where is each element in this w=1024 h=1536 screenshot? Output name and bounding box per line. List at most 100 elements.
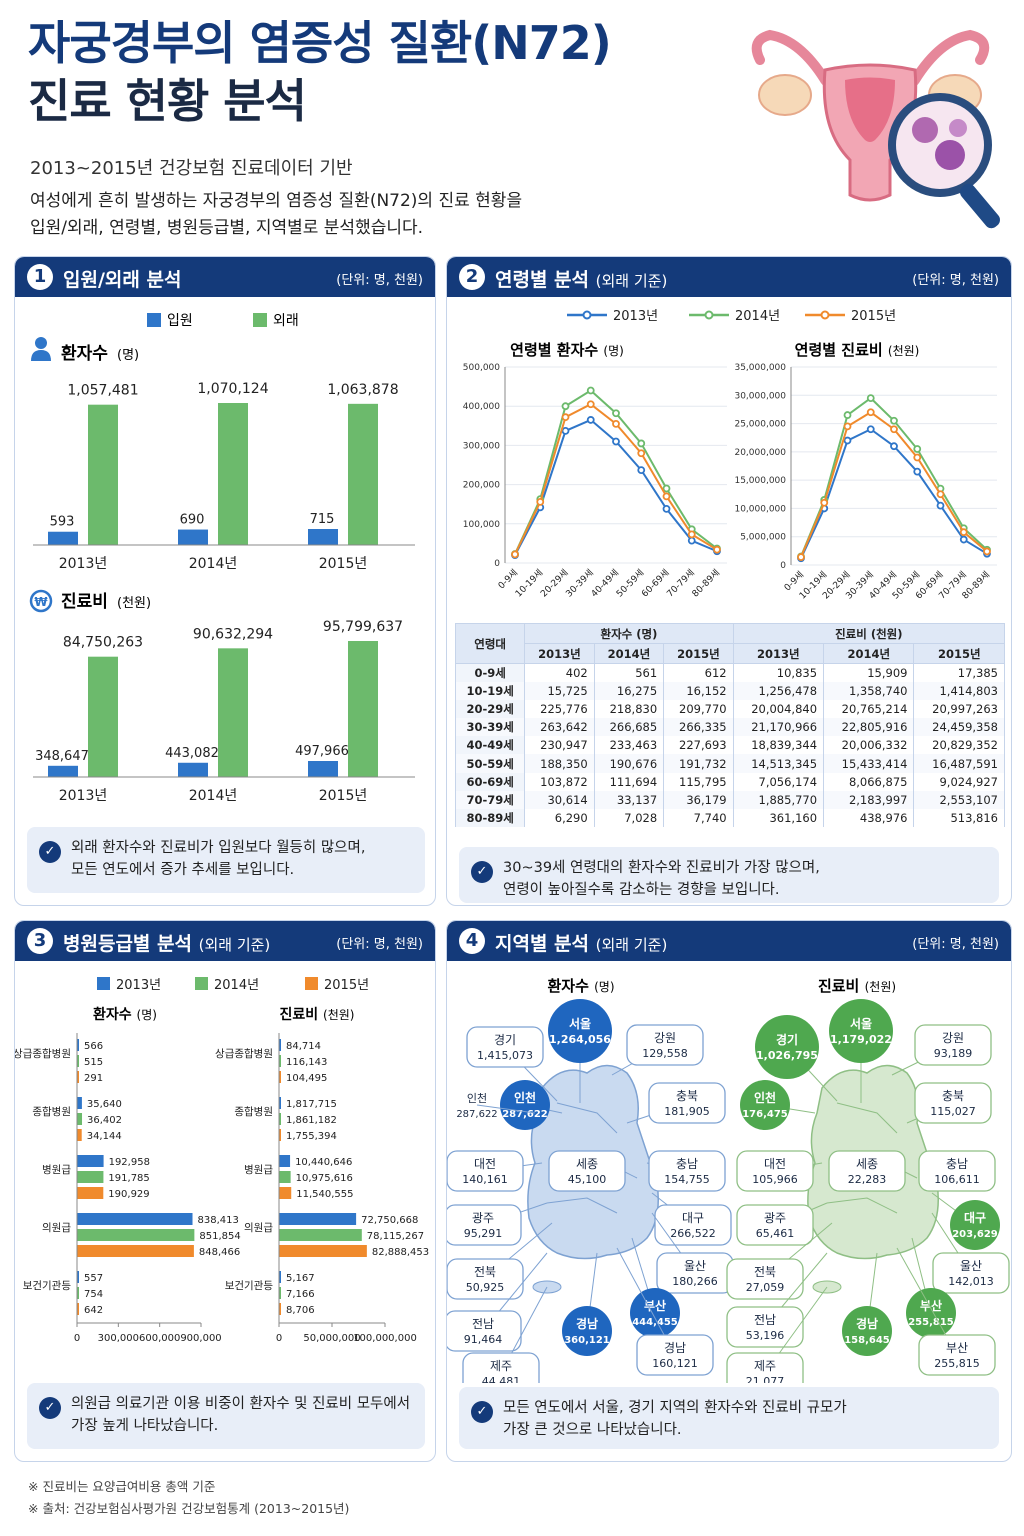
region-value: 181,905 bbox=[664, 1105, 710, 1118]
header: 자궁경부의 염증성 질환(N72) 진료 현황 분석 2013~2015년 건강… bbox=[0, 0, 1024, 250]
region-value: 1,415,073 bbox=[477, 1049, 533, 1062]
data-point bbox=[687, 536, 696, 545]
table-cell: 15,909 bbox=[823, 663, 915, 682]
panel-title-text: 병원등급별 분석 bbox=[63, 933, 192, 955]
patients-label: 환자수 bbox=[61, 344, 108, 364]
region-value: 255,815 bbox=[908, 1317, 954, 1328]
data-label: 190,929 bbox=[108, 1189, 149, 1200]
age-legend: 2013년 2014년 2015년 bbox=[567, 309, 896, 324]
table-header-patients: 환자수 (명) bbox=[524, 623, 734, 644]
region-box bbox=[726, 1258, 804, 1300]
data-point bbox=[983, 547, 991, 556]
region-box bbox=[447, 1310, 522, 1352]
data-label-inpatient: 497,966 bbox=[295, 744, 349, 759]
panel-hospital-grade: 3 병원등급별 분석 (외래 기준) (단위: 명, 천원) 2013년 2014… bbox=[14, 920, 436, 1462]
bar-inpatient bbox=[48, 531, 78, 545]
region-maps: 환자수 (명) 진료비 (천원) 서울 1,264,056 경기 1,415,073 인… bbox=[447, 977, 1010, 1383]
bar-inpatient bbox=[308, 529, 338, 545]
x-tick-label: 2013년 bbox=[59, 788, 108, 804]
data-label-outpatient: 90,632,294 bbox=[193, 626, 273, 642]
region-name: 경남 bbox=[856, 1316, 878, 1331]
table-cell: 1,256,478 bbox=[732, 681, 825, 700]
panel-unit: (단위: 명, 천원) bbox=[912, 937, 999, 952]
region-name: 충북 bbox=[676, 1089, 698, 1103]
data-label-outpatient: 95,799,637 bbox=[323, 619, 403, 635]
won-coin-icon: ₩ bbox=[29, 589, 53, 613]
bar bbox=[77, 1129, 82, 1141]
region-bubble bbox=[755, 1015, 819, 1079]
region-value: 160,121 bbox=[652, 1357, 698, 1370]
table-cell: 190,676 bbox=[593, 754, 665, 773]
table-cell: 10-19세 bbox=[454, 681, 526, 700]
data-label: 82,888,453 bbox=[372, 1247, 429, 1258]
category-label: 상급종합병원 bbox=[15, 1048, 71, 1060]
table-row: 80-89세 6,290 7,028 7,740 361,160 438,976 513,8… bbox=[454, 809, 1005, 828]
data-label: 642 bbox=[84, 1305, 103, 1316]
data-point bbox=[561, 413, 570, 422]
table-cell: 225,776 bbox=[524, 699, 595, 719]
data-point bbox=[959, 535, 968, 544]
note-line-2: 연령이 높아질수록 감소하는 경향을 보입니다. bbox=[503, 882, 780, 898]
x-tick-label: 2013년 bbox=[59, 556, 108, 572]
panel-title: 병원등급별 분석 (외래 기준) bbox=[63, 929, 270, 956]
data-point bbox=[866, 408, 875, 417]
region-name: 전북 bbox=[754, 1265, 776, 1279]
bar bbox=[77, 1187, 104, 1199]
table-cell: 7,740 bbox=[663, 809, 734, 828]
region-name: 세종 bbox=[856, 1157, 878, 1171]
grade-patients-title: 환자수 (명) bbox=[93, 1006, 157, 1023]
panel-header: 1 입원/외래 분석 (단위: 명, 천원) bbox=[15, 257, 435, 297]
note-line-1: 외래 환자수와 진료비가 입원보다 월등히 많으며, bbox=[71, 840, 366, 856]
table-cell: 402 bbox=[524, 663, 595, 682]
table-cell: 2,183,997 bbox=[823, 790, 915, 809]
panel-4-note: ✓ 모든 연도에서 서울, 경기 지역의 환자수와 진료비 규모가 가장 큰 것… bbox=[459, 1387, 999, 1449]
category-label: 상급종합병원 bbox=[215, 1048, 273, 1060]
data-label: 116,143 bbox=[286, 1057, 327, 1068]
data-label: 1,861,182 bbox=[286, 1115, 337, 1126]
data-point bbox=[586, 386, 595, 395]
table-cell: 70-79세 bbox=[454, 790, 526, 809]
x-tick-label: 2014년 bbox=[189, 788, 238, 804]
category-label: 의원급 bbox=[244, 1222, 273, 1234]
data-point bbox=[637, 466, 646, 474]
table-cell: 1,414,803 bbox=[913, 681, 1005, 700]
data-label: 10,975,616 bbox=[296, 1173, 353, 1184]
data-label-inpatient: 593 bbox=[50, 515, 75, 530]
legend-marker bbox=[704, 310, 714, 320]
region-box bbox=[447, 1150, 524, 1192]
table-cell: 15,725 bbox=[524, 681, 595, 700]
y-tick-label: 25,000,000 bbox=[734, 420, 786, 430]
bar bbox=[279, 1113, 281, 1125]
region-box bbox=[726, 1306, 804, 1348]
table-cell: 0-9세 bbox=[454, 663, 526, 682]
age-line-charts: 2013년 2014년 2015년 연령별 환자수 (명) 연령별 진료비 (천원)… bbox=[463, 309, 997, 601]
subtitle: 2013~2015년 건강보험 진료데이터 기반 bbox=[30, 158, 353, 179]
data-point bbox=[612, 437, 620, 446]
region-value: 203,629 bbox=[952, 1229, 998, 1240]
region-value: 53,196 bbox=[746, 1329, 785, 1342]
bar bbox=[279, 1171, 291, 1183]
x-tick-label: 2015년 bbox=[319, 556, 368, 572]
table-header-cost: 진료비 (천원) bbox=[732, 623, 1006, 644]
category-label: 병원급 bbox=[42, 1164, 71, 1176]
panel-inpatient-outpatient: 1 입원/외래 분석 (단위: 명, 천원) 입원 외래 환자수 (명) 593… bbox=[14, 256, 436, 906]
data-label: 84,714 bbox=[286, 1041, 321, 1052]
svg-text:₩: ₩ bbox=[34, 595, 48, 609]
region-name: 경기 bbox=[776, 1032, 798, 1047]
table-cell: 30-39세 bbox=[454, 718, 526, 737]
bar bbox=[279, 1271, 281, 1283]
region-value: 1,026,795 bbox=[756, 1049, 818, 1062]
data-point bbox=[936, 490, 945, 499]
panel-region: 4 지역별 분석 (외래 기준) (단위: 명, 천원) 환자수 (명) 진료비… bbox=[446, 920, 1012, 1462]
region-value: 360,121 bbox=[564, 1335, 610, 1346]
table-cell: 50-59세 bbox=[454, 754, 526, 773]
data-point bbox=[866, 394, 875, 403]
table-header-year: 2015년 bbox=[913, 643, 1005, 664]
bar bbox=[77, 1287, 79, 1299]
data-point bbox=[536, 497, 545, 506]
panel-subtitle: (외래 기준) bbox=[595, 936, 668, 954]
region-value: 27,059 bbox=[746, 1281, 785, 1294]
region-value: 444,455 bbox=[632, 1317, 678, 1328]
table-cell: 115,795 bbox=[663, 772, 734, 791]
table-cell: 80-89세 bbox=[454, 809, 526, 828]
